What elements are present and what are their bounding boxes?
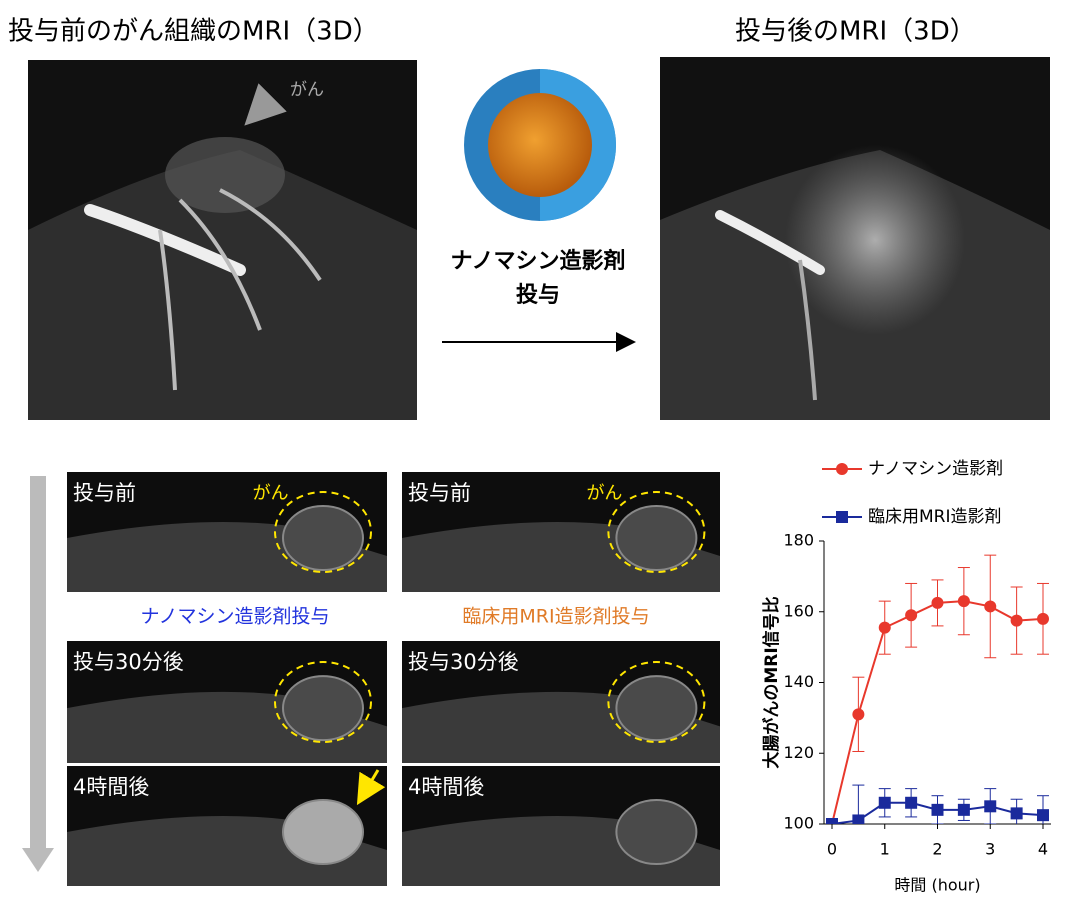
marker [1037,809,1049,822]
marker [1010,614,1023,627]
marker [836,463,848,475]
y-tick-label: 100 [783,814,814,833]
y-tick-label: 180 [783,531,814,550]
tumor-outline [274,491,372,573]
x-axis-label: 時間 (hour) [894,876,980,895]
y-tick-label: 140 [783,672,814,691]
panel-label: 投与前 [73,481,136,505]
panel-label: 4時間後 [73,775,149,799]
tumor [615,799,698,865]
marker [1010,807,1023,820]
marker [905,796,918,809]
y-tick-label: 120 [783,743,814,762]
marker [836,511,848,523]
y-axis-label: 大腸がんのMRI信号比 [761,596,782,768]
marker [852,708,865,721]
marker [905,609,918,622]
right-title: 投与後のMRI（3D） [735,17,976,47]
cancer-label: がん [290,80,324,100]
nanomachine-icon [464,69,616,221]
arrow [356,769,386,806]
x-tick-label: 3 [985,840,995,859]
marker [957,803,970,816]
left-title: 投与前のがん組織のMRI（3D） [8,17,379,47]
cancer-label: がん [253,483,289,504]
mri-3d-before: がん [28,60,417,420]
marker [931,596,944,609]
tumor-outline [274,661,372,743]
caption: ナノマシン造影剤投与 [140,606,329,628]
tumor-outline [607,491,706,573]
x-tick-label: 1 [880,840,890,859]
panel-label: 投与30分後 [408,650,519,674]
tumor [282,675,364,742]
marker [984,800,997,813]
legend-label: 臨床用MRI造影剤 [868,507,1002,527]
marker [878,796,891,809]
chart: 100 120 140 160 180 0 1 2 3 4 時間 (hour) 大腸がんのMRI信号比… [761,459,1051,895]
marker [878,621,891,634]
cancer-label: がん [586,483,622,504]
marker [852,814,865,824]
tumor [282,799,364,865]
plot-area [826,554,1049,824]
tumor [615,505,698,571]
x-tick-label: 2 [932,840,942,859]
mri-3d-after [660,57,1050,420]
marker [826,818,838,824]
panel-label: 投与30分後 [73,650,184,674]
x-tick-label: 4 [1038,840,1048,859]
tumor [282,505,364,571]
panel-label: 4時間後 [408,775,484,799]
x-tick-label: 0 [827,840,837,859]
marker [984,600,997,613]
panel-label: 投与前 [408,481,471,505]
agent-label: 投与 [516,283,560,308]
tumor-outline [607,661,706,743]
marker [957,595,970,608]
marker [931,803,944,816]
agent-label: ナノマシン造影剤 [451,248,626,274]
marker [1037,612,1049,625]
tumor [615,675,698,742]
caption: 臨床用MRI造影剤投与 [462,606,649,628]
y-tick-label: 160 [783,601,814,620]
legend-label: ナノマシン造影剤 [868,459,1003,479]
time-arrow-head [22,848,54,872]
